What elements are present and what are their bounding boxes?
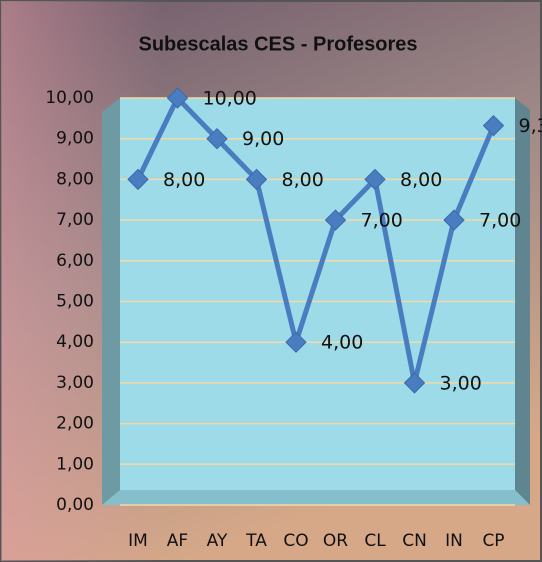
- x-tick-label: CL: [364, 531, 386, 551]
- y-tick-label: 0,00: [56, 495, 94, 515]
- y-tick-label: 5,00: [56, 292, 94, 312]
- marker: [403, 372, 426, 394]
- x-tick-label: CO: [283, 531, 308, 551]
- side-wall-right: [515, 98, 530, 505]
- data-label: 9,32: [519, 115, 542, 137]
- x-tick-label: AF: [167, 531, 188, 551]
- x-tick-label: IM: [128, 531, 148, 551]
- data-label: 7,00: [479, 210, 521, 232]
- marker: [245, 168, 268, 191]
- back-wall: [120, 98, 515, 490]
- floor: [102, 490, 530, 505]
- x-tick-label: AY: [207, 531, 228, 551]
- marker: [482, 114, 505, 137]
- chart-title: Subescalas CES - Profesores: [138, 33, 417, 55]
- x-tick-label: OR: [323, 531, 348, 551]
- marker: [206, 127, 228, 150]
- y-tick-label: 4,00: [56, 332, 94, 352]
- data-label: 7,00: [361, 210, 403, 232]
- marker: [127, 168, 149, 191]
- y-tick-label: 8,00: [56, 169, 94, 189]
- x-tick-label: CN: [402, 531, 427, 551]
- data-label: 8,00: [282, 169, 324, 191]
- x-tick-label: IN: [445, 531, 463, 551]
- data-label: 10,00: [203, 88, 257, 110]
- y-tick-label: 1,00: [56, 454, 94, 474]
- y-tick-label: 2,00: [56, 414, 94, 434]
- y-tick-label: 10,00: [45, 88, 94, 108]
- side-wall: [102, 98, 120, 505]
- data-label: 8,00: [163, 169, 205, 191]
- x-tick-label: TA: [245, 531, 267, 551]
- y-tick-label: 6,00: [56, 251, 94, 271]
- series-line: [135, 95, 496, 386]
- marker: [324, 209, 347, 231]
- marker: [285, 331, 307, 353]
- y-tick-label: 9,00: [56, 129, 94, 149]
- data-label: 8,00: [400, 169, 442, 191]
- data-label: 3,00: [440, 372, 482, 394]
- marker: [443, 209, 465, 231]
- y-tick-label: 7,00: [56, 210, 94, 230]
- y-tick-label: 3,00: [56, 373, 94, 393]
- marker: [166, 87, 189, 109]
- data-label: 9,00: [242, 128, 284, 150]
- data-label: 4,00: [321, 332, 363, 354]
- x-tick-label: CP: [482, 531, 504, 551]
- marker: [364, 168, 386, 191]
